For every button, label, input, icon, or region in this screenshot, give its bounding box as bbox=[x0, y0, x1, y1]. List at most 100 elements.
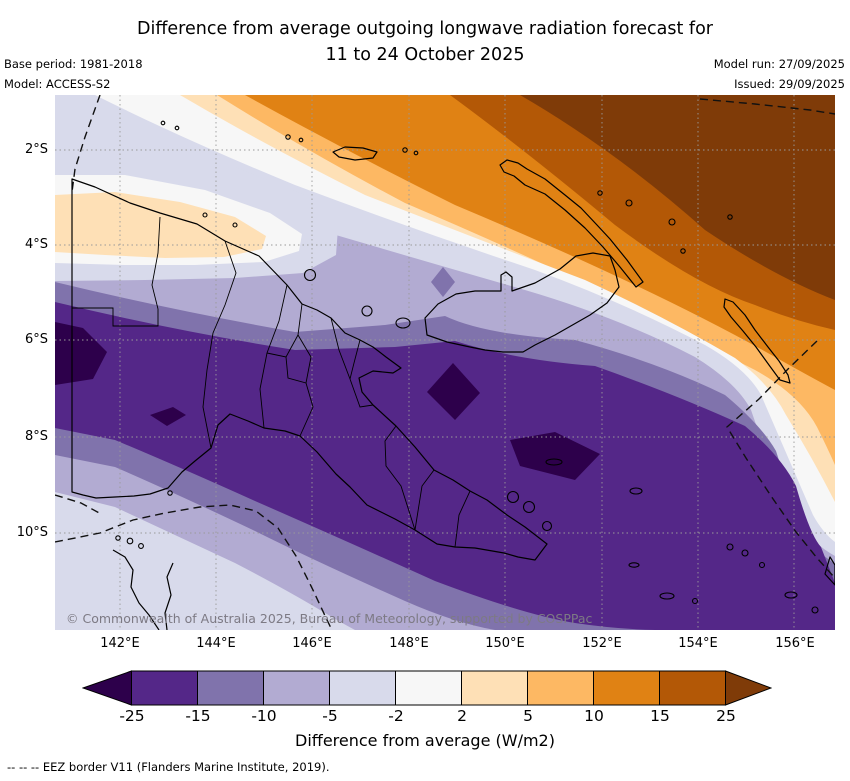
blob-west-small bbox=[150, 407, 186, 426]
choiseul-sliver-coastline bbox=[824, 556, 835, 586]
fauro-island bbox=[758, 561, 766, 569]
karkar-island bbox=[303, 268, 317, 282]
torres-strait-island-1 bbox=[126, 537, 134, 545]
colorbar-tick: -25 bbox=[119, 707, 145, 725]
colorbar-caption: Difference from average (W/m2) bbox=[295, 731, 555, 750]
treasury-island bbox=[726, 543, 734, 551]
eez-southwest-fragment bbox=[55, 494, 102, 515]
colorbar-seg-3 bbox=[263, 670, 330, 706]
colorbar-svg bbox=[81, 670, 773, 706]
lat-label-10s: 10°S bbox=[16, 525, 48, 540]
long-island bbox=[361, 305, 373, 317]
eez-borders bbox=[55, 95, 835, 630]
patch-cream-core bbox=[55, 192, 266, 258]
lon-label-154e: 154°E bbox=[678, 636, 718, 651]
feni-island bbox=[680, 248, 686, 254]
colorbar-tick: 5 bbox=[523, 707, 533, 725]
band-south-minus5-2 bbox=[55, 492, 355, 630]
lat-label-8s: 8°S bbox=[24, 429, 48, 444]
trobriand-island bbox=[545, 458, 563, 466]
shortland-island bbox=[741, 549, 749, 557]
kolombangara-island bbox=[811, 606, 819, 614]
kairiru-island bbox=[202, 212, 208, 218]
colorbar-tick: -10 bbox=[251, 707, 277, 725]
diamond-bismarck bbox=[431, 267, 455, 297]
colorbar-tick: -15 bbox=[185, 707, 211, 725]
colorbar bbox=[81, 668, 773, 708]
coastlines bbox=[71, 146, 835, 630]
tagula-island bbox=[659, 592, 675, 600]
blob-central bbox=[427, 363, 480, 420]
rossel-island bbox=[691, 597, 699, 605]
lat-label-2s: 2°S bbox=[24, 142, 48, 157]
colorbar-seg-1 bbox=[131, 670, 198, 706]
bougainville-coastline bbox=[723, 298, 791, 384]
colorbar-seg-8 bbox=[593, 670, 660, 706]
base-period-label: Base period: 1981-2018 bbox=[4, 57, 143, 71]
colorbar-arrow-left bbox=[81, 670, 132, 706]
colorbar-tick: 15 bbox=[650, 707, 670, 725]
colorbar-tick: 2 bbox=[457, 707, 467, 725]
goodenough-island bbox=[506, 490, 520, 504]
colorbar-seg-5 bbox=[395, 670, 462, 706]
colorbar-tick: -2 bbox=[388, 707, 404, 725]
lihir-island bbox=[625, 199, 633, 207]
lon-label-144e: 144°E bbox=[196, 636, 236, 651]
colorbar-seg-2 bbox=[197, 670, 264, 706]
lon-label-142e: 142°E bbox=[100, 636, 140, 651]
lon-label-148e: 148°E bbox=[389, 636, 429, 651]
umboi-island bbox=[395, 317, 411, 329]
daru-island bbox=[167, 490, 173, 496]
torres-strait-island-3 bbox=[115, 535, 121, 541]
colorbar-seg-4 bbox=[329, 670, 396, 706]
gridlines bbox=[55, 95, 835, 630]
blob-west bbox=[55, 322, 107, 385]
model-label: Model: ACCESS-S2 bbox=[4, 77, 111, 91]
map-area bbox=[55, 95, 835, 630]
eez-legend-note: -- -- -- EEZ border V11 (Flanders Marine… bbox=[7, 760, 330, 774]
wuvulu-island bbox=[160, 120, 166, 126]
colorbar-seg-9 bbox=[659, 670, 726, 706]
hermit-island bbox=[285, 134, 291, 140]
colorbar-tick: 25 bbox=[716, 707, 736, 725]
manus-island-coastline bbox=[332, 146, 378, 161]
province-borders bbox=[72, 216, 471, 548]
australia-cape-york-coast bbox=[112, 549, 160, 630]
meta-right: Model run: 27/09/2025 Issued: 29/09/2025 bbox=[714, 54, 845, 94]
map-copyright: © Commonwealth of Australia 2025, Bureau… bbox=[66, 611, 593, 626]
new-britain-coastline bbox=[424, 252, 620, 353]
fergusson-island bbox=[522, 500, 536, 514]
title-line-1: Difference from average outgoing longwav… bbox=[137, 19, 713, 39]
issued-label: Issued: 29/09/2025 bbox=[734, 77, 845, 91]
colorbar-tick: 10 bbox=[584, 707, 604, 725]
strong-negative-blobs bbox=[55, 267, 600, 480]
tanga-island bbox=[668, 218, 676, 226]
colorbar-seg-7 bbox=[527, 670, 594, 706]
lat-label-6s: 6°S bbox=[24, 332, 48, 347]
colorbar-seg-6 bbox=[461, 670, 528, 706]
eez-east bbox=[726, 340, 835, 578]
lon-label-152e: 152°E bbox=[582, 636, 622, 651]
small-islands bbox=[115, 120, 819, 614]
misima-island bbox=[628, 562, 640, 568]
blob-southeast bbox=[510, 432, 600, 480]
meta-left: Base period: 1981-2018 Model: ACCESS-S2 bbox=[4, 54, 143, 94]
australia-cape-york-coast-east bbox=[164, 562, 174, 630]
png-mainland-coastline bbox=[71, 178, 548, 561]
lon-label-150e: 150°E bbox=[485, 636, 525, 651]
lat-label-4s: 4°S bbox=[24, 237, 48, 252]
woodlark-island bbox=[629, 487, 643, 495]
page-title: Difference from average outgoing longwav… bbox=[0, 16, 850, 68]
schouten-island bbox=[232, 222, 238, 228]
lon-label-156e: 156°E bbox=[775, 636, 815, 651]
model-run-label: Model run: 27/09/2025 bbox=[713, 57, 845, 71]
aua-island bbox=[174, 125, 180, 131]
eez-northeast bbox=[699, 98, 835, 115]
new-ireland-coastline bbox=[499, 159, 644, 288]
ninigo-island bbox=[298, 137, 304, 143]
map-svg bbox=[55, 95, 835, 630]
tabar-island bbox=[597, 190, 603, 196]
colorbar-tick: -5 bbox=[322, 707, 338, 725]
lou-island bbox=[413, 150, 419, 156]
vella-lavella-island bbox=[784, 591, 798, 599]
